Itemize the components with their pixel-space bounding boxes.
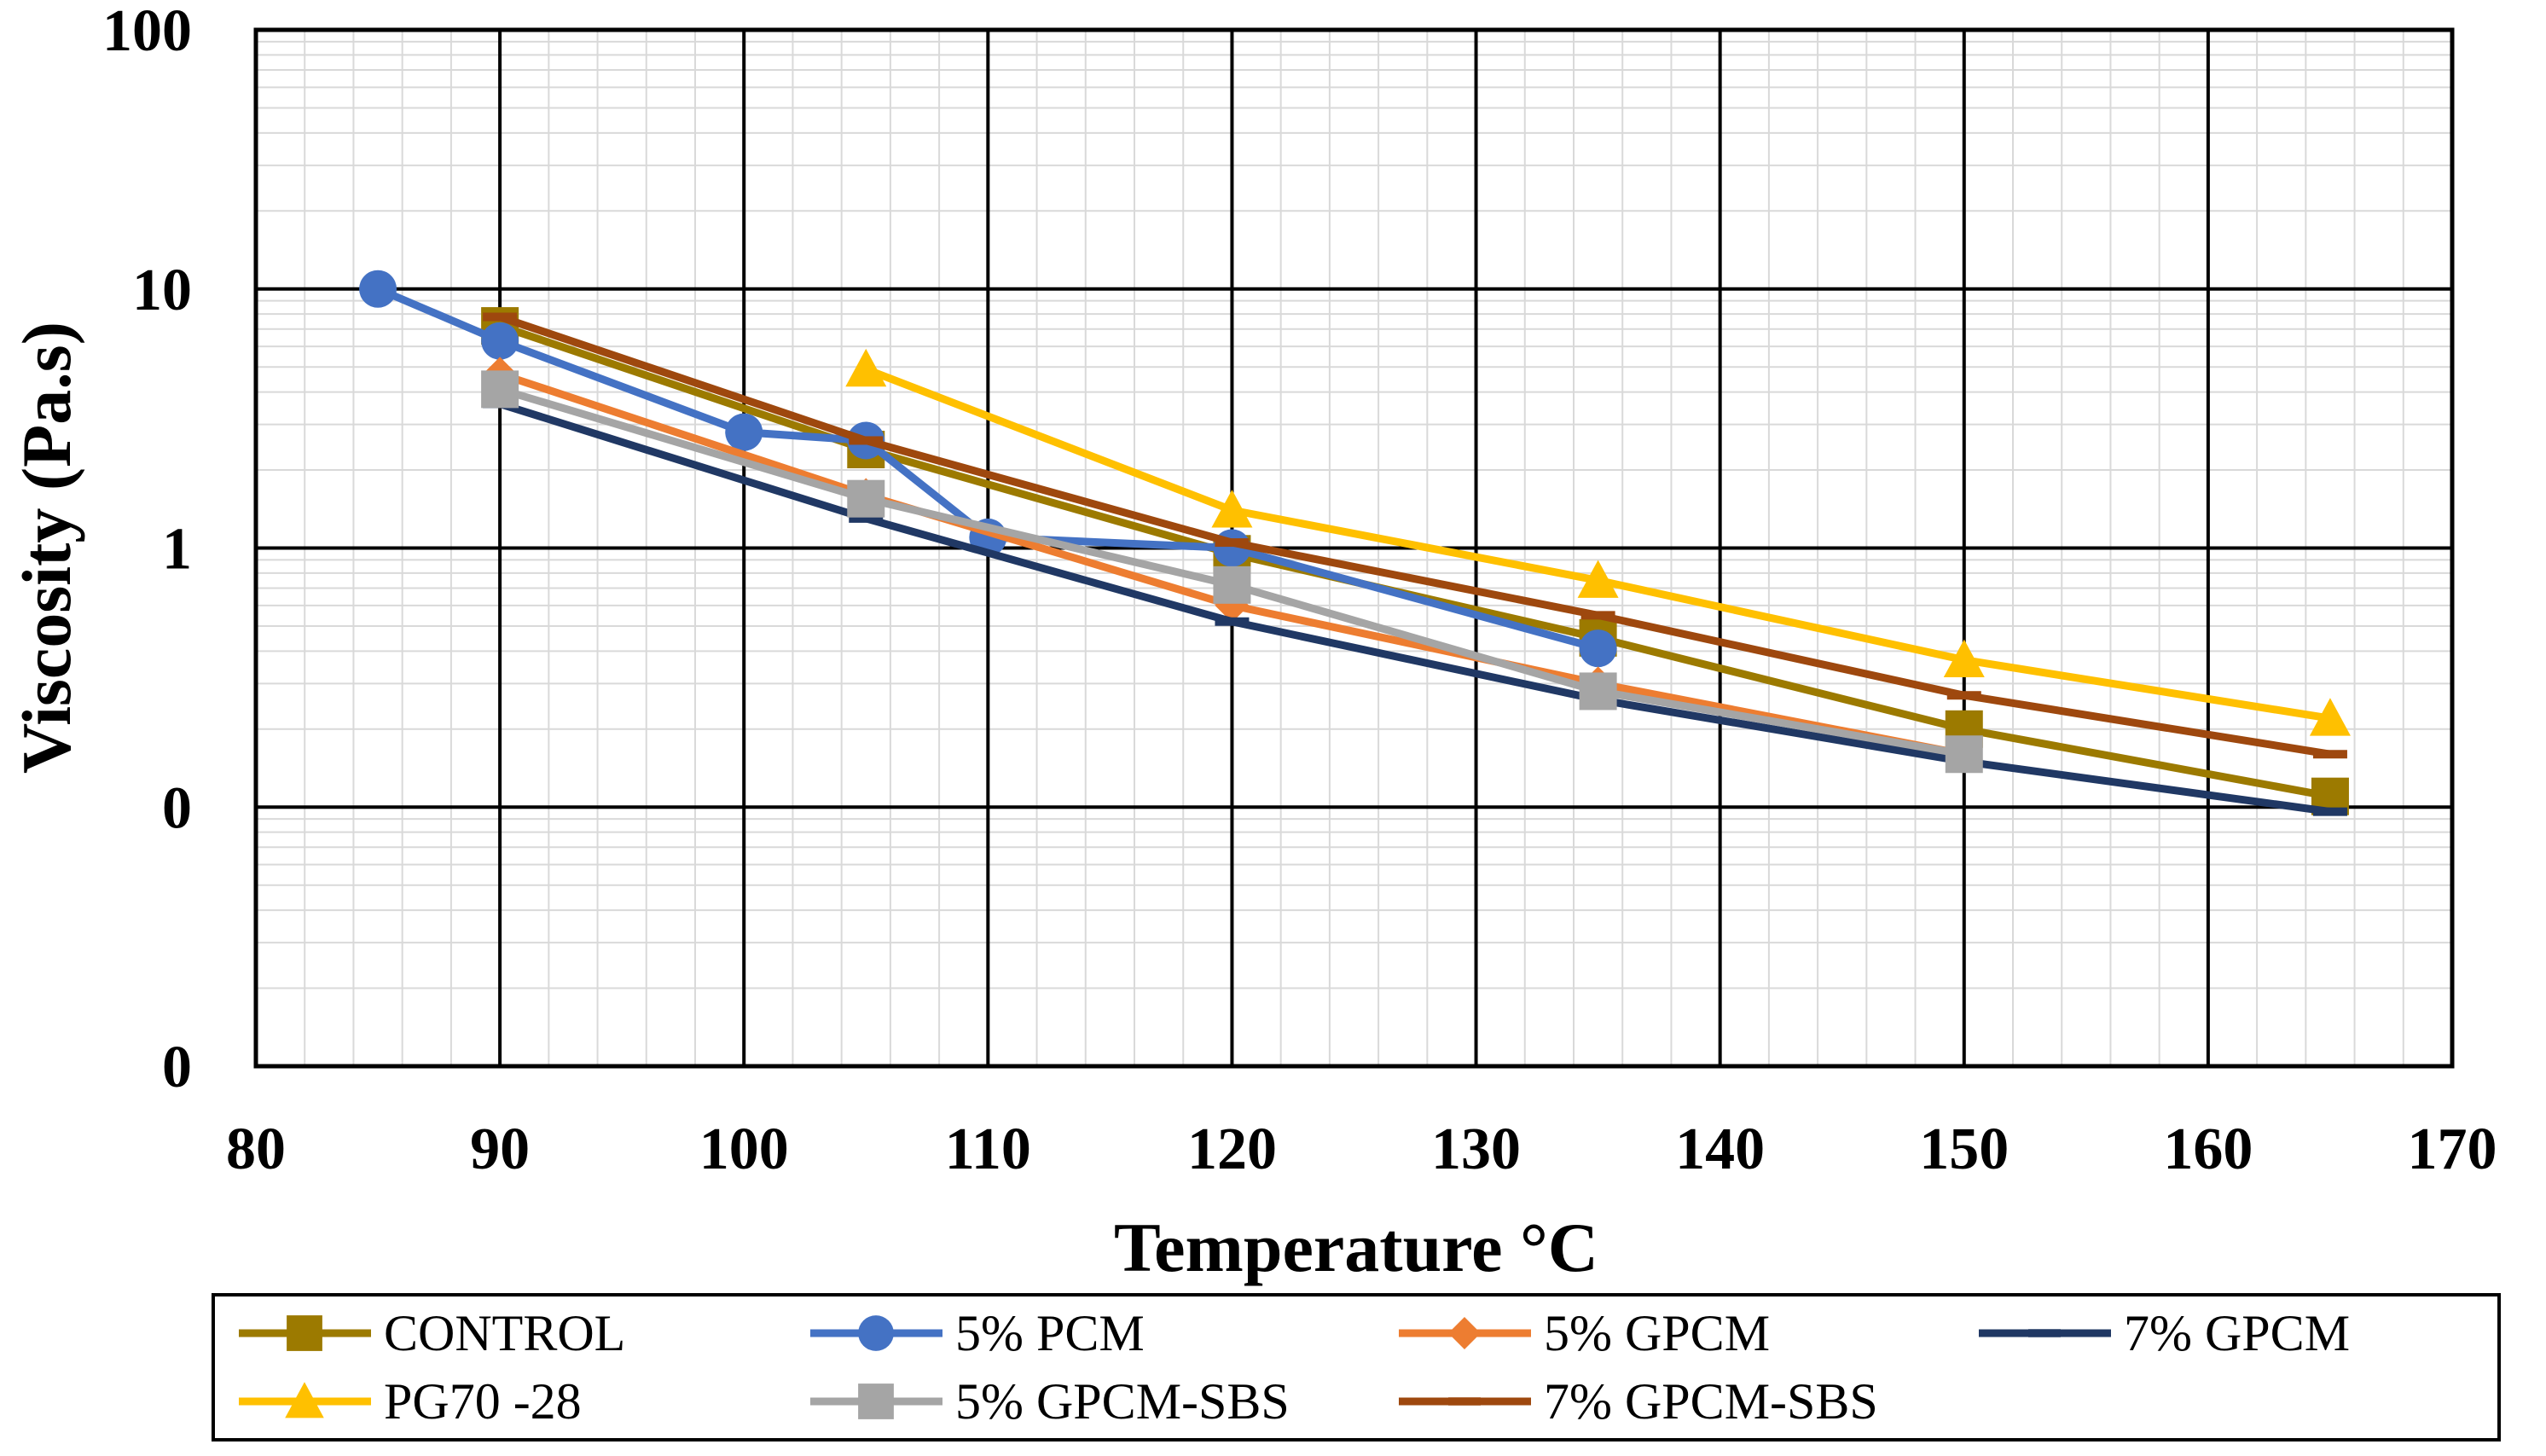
data-point [2312,750,2347,759]
y-tick-label: 0 [162,775,192,841]
y-tick-label: 0 [162,1035,192,1100]
data-point [1215,617,1250,626]
data-point [849,513,884,523]
legend-label: 5% GPCM [1544,1305,1770,1361]
data-point [481,322,519,360]
legend-swatch-marker [1448,1317,1481,1349]
legend-box [212,1293,2501,1441]
x-tick-label: 130 [1431,1117,1521,1182]
data-point [1945,735,1983,774]
plot-area [253,27,2455,1069]
data-point [1577,560,1619,598]
data-point [1215,538,1250,548]
legend-label: 5% PCM [955,1305,1145,1361]
legend-label: PG70 -28 [384,1373,582,1430]
data-point [1579,672,1617,711]
data-point [849,436,884,445]
legend-swatch-marker [2028,1329,2061,1337]
series-line [496,400,2334,816]
legend-swatch-marker [858,1383,894,1419]
legend-entry: 7% GPCM-SBS [1399,1373,1878,1430]
legend-label: 5% GPCM-SBS [955,1373,1290,1430]
x-tick-label: 170 [2408,1117,2497,1182]
data-point [725,413,763,451]
legend-entry: 7% GPCM [1979,1305,2350,1361]
x-tick-label: 80 [226,1117,286,1182]
x-tick-label: 90 [470,1117,530,1182]
legend-label: CONTROL [384,1305,625,1361]
series-5 [481,370,1983,774]
legend-swatch-marker [285,1382,324,1418]
x-tick-label: 100 [699,1117,789,1182]
x-axis-title: Temperature °C [1114,1209,1598,1286]
legend-entry: CONTROL [239,1305,625,1361]
legend-entry: 5% PCM [810,1305,1145,1361]
data-point [847,479,885,518]
legend-swatch-marker [858,1315,894,1351]
legend-entry: 5% GPCM [1399,1305,1770,1361]
x-axis-tick-labels: 80 90 100 110 120 130 140 150 160 170 [226,1117,2497,1182]
data-point [2309,698,2351,736]
y-tick-label: 100 [102,0,192,64]
data-point [1943,639,1985,678]
x-tick-label: 160 [2163,1117,2253,1182]
series-4 [845,348,2351,736]
legend-swatch-marker [1448,1397,1481,1406]
data-point [481,370,519,409]
legend: CONTROL 5% PCM 5% GPCM 7% GPCM PG70 -28 5% GP… [239,1305,2350,1430]
data-point [1946,691,1981,700]
legend-label: 7% GPCM-SBS [1544,1373,1878,1430]
series-line [496,313,2334,758]
data-point [2312,807,2347,816]
legend-swatch-marker [287,1315,322,1351]
x-tick-label: 110 [945,1117,1031,1182]
x-tick-label: 120 [1187,1117,1277,1182]
data-point [483,312,518,322]
y-tick-label: 10 [132,258,192,323]
data-point [359,270,397,308]
legend-entry: PG70 -28 [239,1373,582,1430]
y-tick-label: 1 [162,517,192,583]
data-point [845,348,887,387]
x-tick-label: 140 [1675,1117,1765,1182]
data-point [1580,611,1615,620]
series-6 [483,312,2347,759]
x-tick-label: 150 [1919,1117,2009,1182]
data-point [1579,629,1617,668]
data-point [1211,490,1253,528]
series-layer [359,270,2351,816]
legend-entry: 5% GPCM-SBS [810,1373,1290,1430]
y-axis-title: Viscosity (Pa.s) [8,322,85,774]
data-point [1213,566,1251,604]
legend-label: 7% GPCM [2124,1305,2350,1361]
